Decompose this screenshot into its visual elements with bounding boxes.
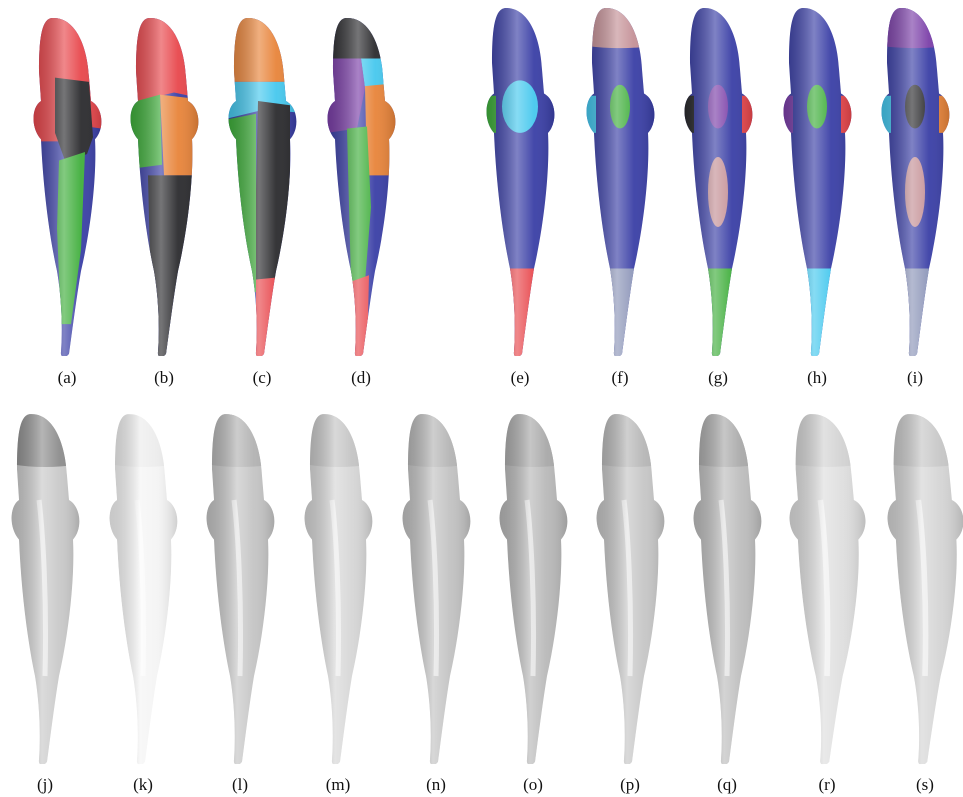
fish-g	[684, 8, 753, 357]
fish-l	[206, 414, 275, 765]
panel-label-o: (o)	[523, 775, 543, 794]
fish-s	[887, 414, 963, 765]
fish-b	[130, 18, 199, 357]
panel-label-e: (e)	[511, 368, 530, 387]
fish-o	[499, 414, 568, 765]
panel-label-g: (g)	[708, 368, 728, 387]
fish-d	[327, 18, 396, 357]
panel-label-r: (r)	[819, 775, 836, 794]
fish-m	[304, 414, 373, 765]
fish-p	[596, 414, 665, 765]
panel-label-a: (a)	[58, 368, 77, 387]
fish-j	[11, 414, 80, 765]
panel-label-m: (m)	[326, 775, 351, 794]
panel-label-f: (f)	[612, 368, 629, 387]
panel-label-s: (s)	[916, 775, 934, 794]
panel-label-k: (k)	[133, 775, 153, 794]
fish-r	[789, 414, 866, 765]
fish-k	[109, 414, 178, 765]
fish-e	[486, 8, 555, 357]
fish-f	[586, 8, 655, 357]
fish-h	[783, 8, 852, 357]
panel-label-d: (d)	[351, 368, 371, 387]
panel-label-h: (h)	[807, 368, 827, 387]
segmentation-row-e-i: (e) (f) (g) (h) (i)	[486, 8, 950, 387]
panel-label-n: (n)	[426, 775, 446, 794]
fish-q	[693, 414, 762, 765]
panel-label-j: (j)	[37, 775, 53, 794]
segmentation-row-a-d: (a) (b) (c) (d)	[33, 18, 396, 387]
fish-i	[881, 8, 950, 357]
fish-a	[33, 18, 102, 357]
panel-label-i: (i)	[907, 368, 923, 387]
panel-label-p: (p)	[620, 775, 640, 794]
panel-label-l: (l)	[232, 775, 248, 794]
panel-label-c: (c)	[253, 368, 272, 387]
shaded-row-j-s: (j) (k) (l) (m) (n) (o) (p) (q) (r) (s)	[11, 414, 963, 794]
fish-n	[402, 414, 471, 765]
panel-label-b: (b)	[154, 368, 174, 387]
fish-c	[228, 18, 297, 357]
panel-label-q: (q)	[717, 775, 737, 794]
